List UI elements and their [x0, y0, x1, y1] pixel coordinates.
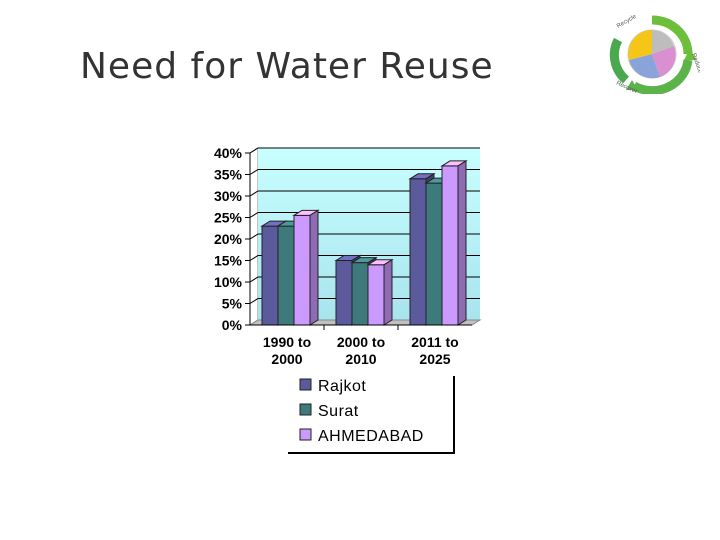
- bar-front: [441, 165, 459, 326]
- bar-front: [367, 264, 385, 326]
- y-tick-label: 10%: [214, 274, 243, 290]
- gridline: [249, 212, 480, 218]
- recycle-cycle-logo: Recycle Reduce Recover: [604, 14, 703, 95]
- legend-label: Rajkot: [318, 378, 366, 395]
- gridline: [249, 255, 480, 261]
- x-tick-label-line: 2000: [271, 351, 302, 367]
- x-tick-label-line: 2010: [345, 351, 376, 367]
- bar-side: [309, 209, 319, 326]
- bar-front: [261, 225, 279, 326]
- x-tick-label-line: 2025: [419, 351, 450, 367]
- bar-front: [351, 262, 369, 326]
- x-tick-label-line: 1990 to: [263, 334, 311, 350]
- legend-border: [288, 376, 455, 454]
- x-tick-label: 1990 to 2000: [263, 334, 311, 367]
- bar-front: [425, 182, 443, 326]
- y-tick-label: 25%: [214, 210, 243, 226]
- bar-ahmedabad-2: [366, 258, 394, 326]
- legend-label: Surat: [318, 403, 359, 420]
- bar-front: [409, 178, 427, 326]
- legend-swatch: [299, 428, 312, 441]
- bar-side: [457, 159, 467, 326]
- gridline: [249, 233, 480, 240]
- axes: 0%5%10%15%20%25%30%35%40%1990 to 20002000…: [214, 145, 472, 367]
- gridline: [249, 276, 480, 283]
- bar-front: [293, 214, 311, 326]
- y-tick-label: 30%: [214, 188, 243, 204]
- slide-title: Need for Water Reuse: [80, 46, 494, 87]
- x-tick-label-line: 2011 to: [411, 334, 458, 350]
- y-tick-label: 20%: [214, 231, 243, 247]
- y-tick-label: 40%: [214, 145, 243, 161]
- y-tick-label: 15%: [214, 253, 243, 269]
- y-tick-label: 35%: [214, 167, 243, 183]
- bar-ahmedabad-3: [440, 159, 468, 326]
- gridline: [249, 190, 480, 197]
- x-tick-label: 2011 to 2025: [411, 334, 458, 367]
- y-tick-label: 5%: [222, 296, 243, 312]
- bar-front: [335, 260, 353, 326]
- legend-swatch: [299, 378, 312, 391]
- gridline: [249, 147, 480, 154]
- bar-side: [383, 258, 393, 326]
- x-tick-label-line: 2000 to: [337, 334, 385, 350]
- legend-swatch: [299, 403, 312, 416]
- legend-label: AHMEDABAD: [318, 428, 424, 445]
- x-tick-label: 2000 to 2010: [337, 334, 385, 367]
- legend: Rajkot Surat AHMEDABAD: [288, 376, 455, 454]
- bar-front: [277, 225, 295, 326]
- bar-ahmedabad-1: [292, 209, 320, 326]
- y-tick-label: 0%: [222, 317, 243, 333]
- gridline: [249, 298, 480, 304]
- gridline: [249, 169, 480, 175]
